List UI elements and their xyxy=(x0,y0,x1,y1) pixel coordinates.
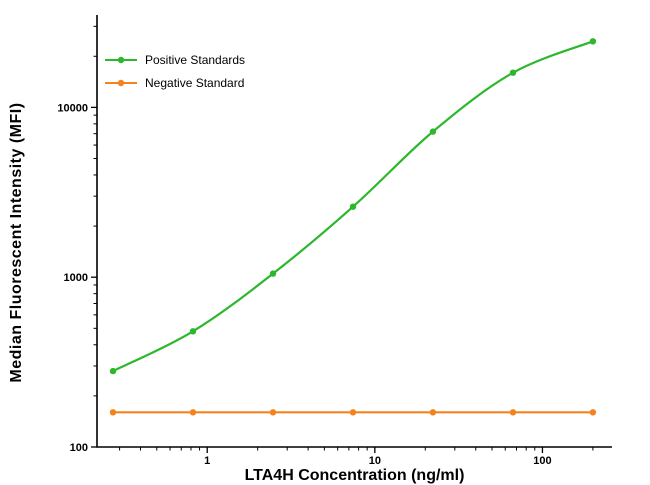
legend-marker-negative-icon xyxy=(105,79,137,87)
data-point-marker xyxy=(189,328,197,335)
legend-item-positive-standards: Positive Standards xyxy=(104,52,245,68)
data-point-marker xyxy=(509,69,517,76)
x-axis-title: LTA4H Concentration (ng/ml) xyxy=(244,467,465,484)
data-point-marker xyxy=(189,409,197,416)
legend-label-positive: Positive Standards xyxy=(145,53,246,67)
data-point-marker xyxy=(349,409,357,416)
y-axis-title: Median Fluorescent Intensity (MFI) xyxy=(8,102,25,383)
data-point-marker xyxy=(509,409,517,416)
legend-marker-positive-icon xyxy=(105,56,137,64)
y-tick-label: 1000 xyxy=(64,272,88,284)
data-point-marker xyxy=(589,409,597,416)
x-tick-label: 100 xyxy=(533,455,551,467)
series-0 xyxy=(109,38,597,375)
data-point-marker xyxy=(109,367,117,375)
legend-label-negative: Negative Standard xyxy=(145,76,245,90)
data-point-marker xyxy=(429,128,437,135)
series-1 xyxy=(109,409,597,416)
x-tick-label: 10 xyxy=(369,455,381,467)
y-tick-label: 100 xyxy=(70,442,88,454)
y-tick-label: 10000 xyxy=(57,102,88,114)
data-point-marker xyxy=(109,409,117,416)
data-point-marker xyxy=(269,409,277,416)
data-point-marker xyxy=(589,38,597,45)
data-point-marker xyxy=(429,409,437,416)
data-point-marker xyxy=(349,203,357,210)
legend-item-negative-standard: Negative Standard xyxy=(104,75,245,91)
data-point-marker xyxy=(269,270,277,277)
x-tick-label: 1 xyxy=(204,455,210,467)
legend: Positive Standards Negative Standard xyxy=(104,52,245,98)
